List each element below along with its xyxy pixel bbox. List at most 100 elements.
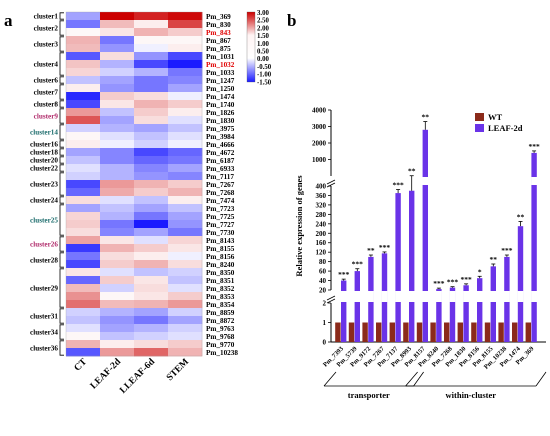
heatmap-cell — [134, 180, 169, 189]
heatmap-cell — [66, 300, 101, 309]
heatmap-cell — [66, 276, 101, 285]
heatmap-cell — [134, 260, 169, 269]
y-tick-label: 2 — [323, 300, 327, 308]
heatmap-cell — [100, 204, 135, 213]
heatmap-cell — [66, 196, 101, 205]
cluster-bracket — [59, 76, 64, 84]
colorbar-tick-label: -1.00 — [257, 72, 272, 79]
heatmap-cell — [100, 92, 135, 101]
heatmap-cell — [134, 140, 169, 149]
cluster-label: cluster8 — [34, 101, 59, 109]
heatmap-cell — [100, 76, 135, 85]
cluster-label: cluster26 — [30, 241, 58, 249]
bar-wt — [376, 322, 382, 342]
legend-swatch — [475, 124, 484, 132]
heatmap-cell — [134, 228, 169, 237]
heatmap-cell — [168, 188, 203, 197]
bar-leaf-2d — [354, 271, 360, 342]
heatmap-cell — [100, 148, 135, 157]
cluster-label: cluster18 — [30, 149, 58, 157]
heatmap-cell — [168, 108, 203, 117]
heatmap-cell — [100, 220, 135, 229]
gene-label: Pm_4666 — [206, 141, 235, 149]
y-tick-label: 1000 — [312, 156, 327, 164]
heatmap-cell — [134, 36, 169, 45]
heatmap-cell — [100, 316, 135, 325]
heatmap-cell — [66, 92, 101, 101]
heatmap-cell — [134, 212, 169, 221]
gene-label: Pm_7474 — [206, 197, 235, 205]
gene-label: Pm_8353 — [206, 293, 235, 301]
heatmap-cell — [134, 172, 169, 181]
bar-break-gap — [504, 291, 510, 302]
bar-wt — [484, 322, 491, 342]
significance-label: *** — [392, 181, 404, 190]
heatmap-cell — [66, 180, 101, 189]
cluster-bracket — [59, 196, 64, 204]
heatmap-cell — [134, 284, 169, 293]
heatmap-cell — [100, 20, 135, 29]
heatmap-cell — [134, 324, 169, 333]
heatmap-cell — [100, 52, 135, 61]
heatmap-cell — [168, 252, 203, 261]
gene-label: Pm_1033 — [206, 69, 235, 77]
cluster-bracket — [59, 148, 64, 156]
gene-label: Pm_3984 — [206, 133, 235, 141]
heatmap-cell — [66, 332, 101, 341]
heatmap-cell — [134, 148, 169, 157]
legend-label: LEAF-2d — [488, 123, 523, 133]
heatmap-cell — [134, 196, 169, 205]
heatmap-cell — [168, 124, 203, 133]
heatmap-cell — [100, 140, 135, 149]
y-tick-label: 400 — [316, 183, 327, 191]
significance-label: ** — [408, 167, 416, 176]
bar-leaf-2d — [531, 152, 537, 342]
group-bracket — [405, 371, 547, 387]
heatmap-cell — [134, 268, 169, 277]
bar-leaf-2d — [477, 278, 483, 342]
heatmap-cell — [100, 228, 135, 237]
cluster-label: cluster36 — [30, 345, 58, 353]
heatmap-cell — [168, 268, 203, 277]
gene-label: Pm_9768 — [206, 333, 235, 341]
cluster-bracket — [59, 12, 64, 20]
heatmap-cell — [100, 332, 135, 341]
heatmap-border — [65, 11, 203, 357]
heatmap-cell — [66, 284, 101, 293]
significance-label: *** — [528, 142, 540, 151]
heatmap-cell — [168, 228, 203, 237]
gene-label: Pm_8143 — [206, 237, 235, 245]
gene-label: Pm_7117 — [206, 173, 234, 181]
bar-break-gap — [422, 177, 429, 185]
significance-label: ** — [367, 246, 375, 255]
cluster-bracket — [59, 108, 64, 124]
heatmap-cell — [134, 164, 169, 173]
cluster-bracket — [59, 172, 64, 196]
heatmap-cluster-labels: cluster1 cluster2 cluster3 cluster4 cluster6… — [30, 12, 64, 356]
heatmap-cell — [168, 12, 203, 21]
significance-label: *** — [352, 260, 364, 269]
bar-break-gap — [340, 291, 347, 302]
group-label: within-cluster — [446, 390, 497, 400]
cluster-label: cluster24 — [30, 197, 58, 205]
heatmap-cell — [66, 204, 101, 213]
heatmap-cell — [66, 140, 101, 149]
gene-label: Pm_8155 — [206, 245, 235, 253]
bar-wt — [403, 322, 409, 342]
significance-label: ** — [422, 113, 430, 122]
y-tick-label: 160 — [316, 239, 327, 247]
heatmap-cell — [168, 52, 203, 61]
bar-leaf-2d — [409, 190, 415, 342]
group-label: transporter — [348, 390, 390, 400]
heatmap-cell — [134, 332, 169, 341]
heatmap-cell — [66, 308, 101, 317]
bar-break-gap — [449, 291, 456, 302]
cluster-label: cluster31 — [30, 313, 58, 321]
heatmap-cell — [100, 108, 135, 117]
heatmap-cell — [66, 44, 101, 53]
cluster-label: cluster20 — [30, 157, 58, 165]
heatmap-cell — [168, 44, 203, 53]
heatmap-cell — [100, 308, 135, 317]
heatmap-cell — [134, 308, 169, 317]
significance-label: * — [478, 267, 482, 276]
